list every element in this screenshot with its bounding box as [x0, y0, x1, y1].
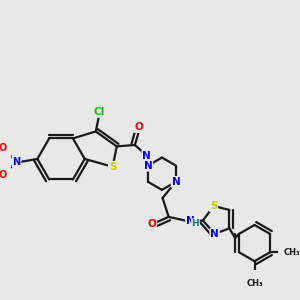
Text: O: O — [0, 143, 7, 153]
Text: S: S — [210, 201, 217, 211]
Text: N: N — [142, 151, 151, 160]
Text: S: S — [109, 162, 116, 172]
Text: CH₃: CH₃ — [246, 279, 263, 288]
Text: O: O — [0, 170, 7, 180]
Text: N: N — [12, 157, 20, 167]
Text: CH₃: CH₃ — [284, 248, 300, 256]
Text: O: O — [135, 122, 143, 132]
Text: N: N — [144, 160, 152, 171]
Text: O: O — [148, 219, 156, 230]
Text: H: H — [192, 219, 199, 228]
Text: Cl: Cl — [94, 107, 105, 117]
Text: N: N — [172, 177, 180, 187]
Text: N: N — [210, 229, 219, 239]
Text: N: N — [186, 216, 195, 226]
